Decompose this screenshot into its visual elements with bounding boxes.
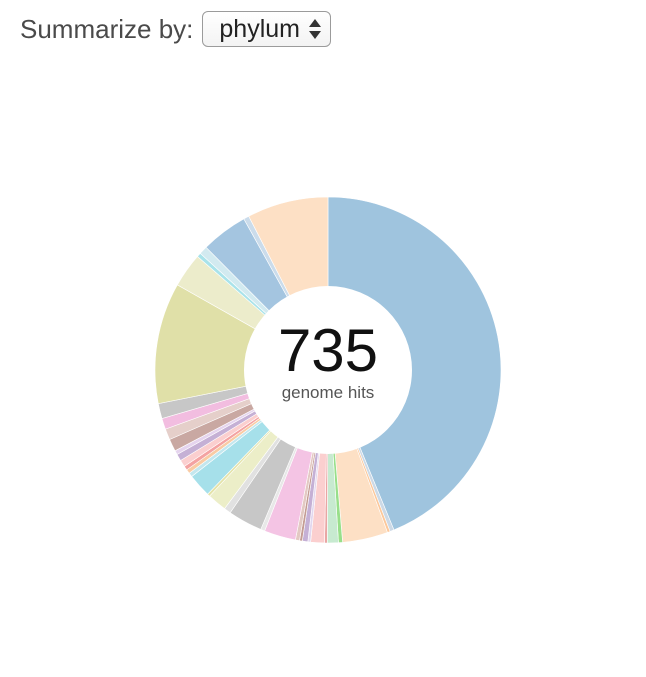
donut-hole: [244, 286, 412, 454]
summarize-selected-value: phylum: [219, 14, 300, 43]
up-down-arrows-icon: [308, 19, 321, 39]
genome-hits-label: genome hits: [282, 383, 375, 402]
summarize-controls: Summarize by: phylum: [20, 10, 331, 48]
genome-hit-count: 735: [278, 317, 378, 384]
summarize-label: Summarize by:: [20, 13, 194, 44]
summarize-select[interactable]: phylum: [202, 11, 331, 47]
pie-slice-1[interactable]: [327, 196, 502, 531]
